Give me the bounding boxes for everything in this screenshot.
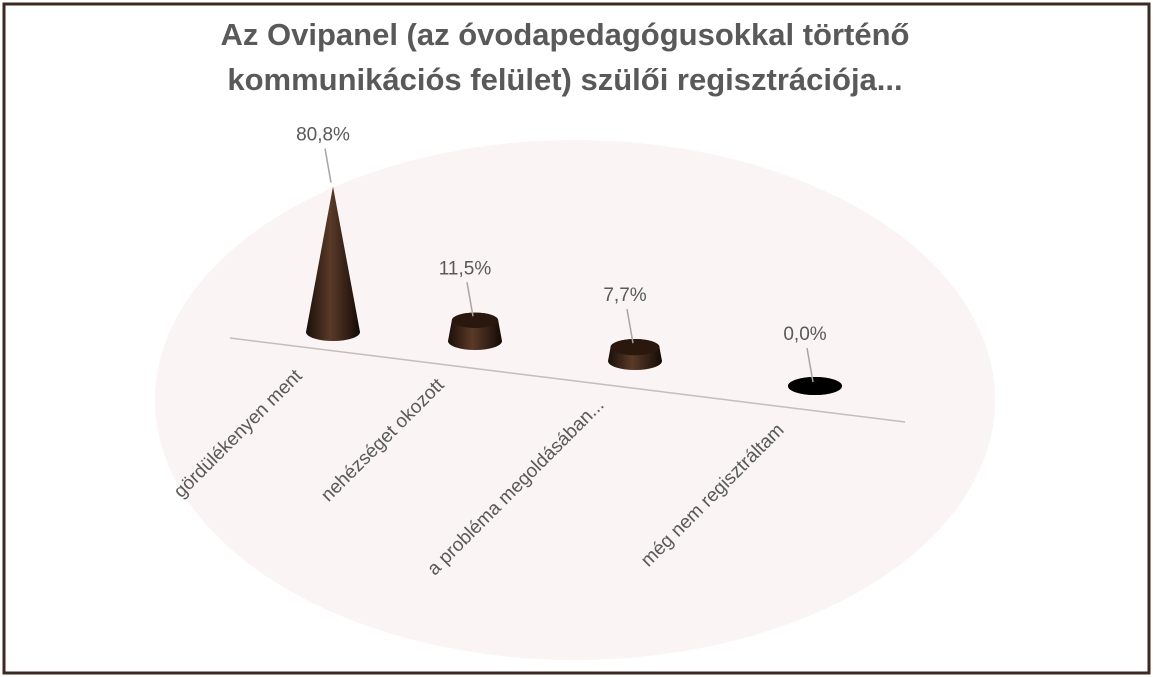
cone-top [788, 377, 842, 395]
chart: Az Ovipanel (az óvodapedagógusokkal tört… [0, 0, 1153, 677]
chart-title: Az Ovipanel (az óvodapedagógusokkal tört… [221, 17, 910, 52]
cone-top [452, 313, 498, 328]
value-label: 11,5% [439, 258, 492, 279]
value-label: 7,7% [603, 285, 646, 306]
value-label: 0,0% [783, 324, 826, 345]
value-label: 80,8% [296, 125, 350, 146]
cone-top [611, 339, 660, 355]
chart-title: kommunikációs felület) szülői regisztrác… [227, 62, 902, 97]
